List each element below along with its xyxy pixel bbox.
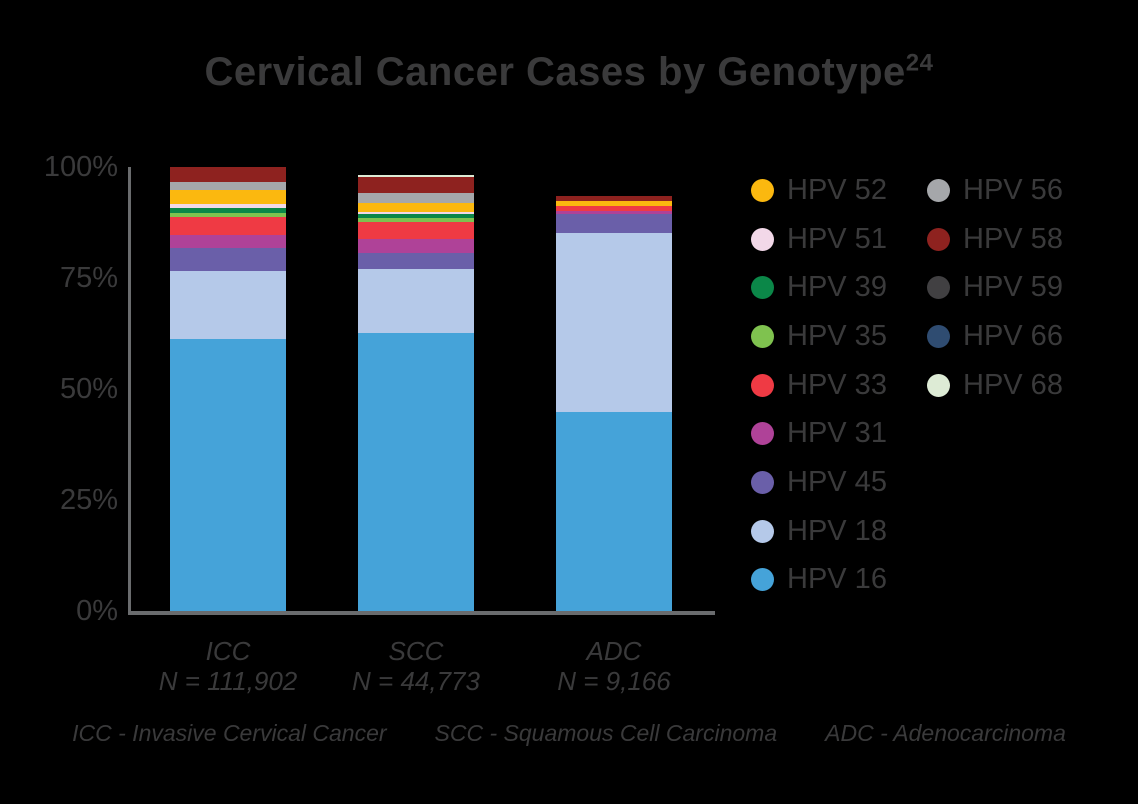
bar-segment-icc-hpv-51 bbox=[170, 203, 286, 208]
bar-segment-adc-hpv-33 bbox=[556, 206, 672, 211]
legend-item-hpv-39: HPV 39 bbox=[751, 263, 927, 312]
bar-segment-adc-hpv-16 bbox=[556, 412, 672, 611]
legend-color-dot-icon bbox=[751, 324, 774, 348]
legend-color-dot-icon bbox=[751, 422, 774, 446]
bar-segment-scc-hpv-68 bbox=[358, 174, 474, 177]
y-tick-label: 0% bbox=[76, 595, 118, 627]
legend-label: HPV 66 bbox=[963, 319, 1063, 352]
legend-item-hpv-51: HPV 51 bbox=[751, 215, 927, 264]
legend-color-dot-icon bbox=[927, 276, 950, 300]
legend-label: HPV 56 bbox=[963, 173, 1063, 206]
bar-segment-icc-hpv-31 bbox=[170, 234, 286, 248]
bar-segment-scc-hpv-45 bbox=[358, 253, 474, 270]
legend-color-dot-icon bbox=[927, 227, 950, 251]
bar-segment-icc-hpv-35 bbox=[170, 212, 286, 217]
bar-segment-adc-hpv-31 bbox=[556, 211, 672, 215]
legend-color-dot-icon bbox=[751, 373, 774, 397]
bar-segment-adc-hpv-45 bbox=[556, 214, 672, 234]
legend-item-hpv-31: HPV 31 bbox=[751, 409, 927, 458]
category-name: ADC bbox=[586, 636, 642, 666]
category-name: ICC bbox=[205, 636, 251, 666]
legend-color-dot-icon bbox=[751, 227, 774, 251]
bar-segment-scc-hpv-51 bbox=[358, 211, 474, 215]
bar-segment-icc-hpv-18 bbox=[170, 270, 286, 339]
bar-segment-icc-hpv-56 bbox=[170, 181, 286, 190]
bar-segment-scc-hpv-18 bbox=[358, 269, 474, 334]
bar-segment-adc-hpv-58 bbox=[556, 196, 672, 202]
legend-label: HPV 68 bbox=[963, 368, 1063, 401]
legend-item-hpv-18: HPV 18 bbox=[751, 507, 927, 556]
legend-item-hpv-68: HPV 68 bbox=[927, 361, 1103, 410]
legend-label: HPV 45 bbox=[787, 465, 887, 498]
legend-label: HPV 16 bbox=[787, 563, 887, 596]
bar-segment-icc-hpv-52 bbox=[170, 189, 286, 204]
bar-segment-icc-hpv-33 bbox=[170, 216, 286, 235]
bar-segment-scc-hpv-56 bbox=[358, 192, 474, 204]
bar-scc bbox=[358, 174, 474, 611]
legend-item-hpv-16: HPV 16 bbox=[751, 556, 927, 605]
legend-color-dot-icon bbox=[751, 470, 774, 494]
category-n-count: N = 9,166 bbox=[557, 666, 671, 696]
y-tick-label: 75% bbox=[59, 262, 118, 294]
footnote-abbreviation: ICC - Invasive Cervical Cancer bbox=[72, 720, 387, 746]
bar-segment-scc-hpv-33 bbox=[358, 222, 474, 239]
legend-item-hpv-45: HPV 45 bbox=[751, 458, 927, 507]
bar-segment-scc-hpv-58 bbox=[358, 176, 474, 193]
y-tick-label: 50% bbox=[59, 373, 118, 405]
legend-color-dot-icon bbox=[751, 568, 774, 592]
legend-label: HPV 18 bbox=[787, 514, 887, 547]
bar-adc bbox=[556, 196, 672, 611]
legend-color-dot-icon bbox=[751, 519, 774, 543]
legend-color-dot-icon bbox=[927, 324, 950, 348]
x-label-adc: ADC N = 9,166 bbox=[504, 636, 724, 696]
legend-color-dot-icon bbox=[927, 178, 950, 202]
x-label-scc: SCC N = 44,773 bbox=[306, 636, 526, 696]
bar-segment-adc-hpv-52 bbox=[556, 201, 672, 207]
legend-label: HPV 58 bbox=[963, 222, 1063, 255]
legend-label: HPV 33 bbox=[787, 368, 887, 401]
legend-label: HPV 59 bbox=[963, 271, 1063, 304]
bar-segment-icc-hpv-39 bbox=[170, 207, 286, 213]
bar-segment-scc-hpv-35 bbox=[358, 217, 474, 223]
legend-item-hpv-52: HPV 52 bbox=[751, 166, 927, 215]
legend-label: HPV 31 bbox=[787, 417, 887, 450]
category-name: SCC bbox=[388, 636, 444, 666]
legend-item-hpv-66: HPV 66 bbox=[927, 312, 1103, 361]
y-tick-label: 100% bbox=[43, 151, 118, 183]
bar-segment-scc-hpv-31 bbox=[358, 238, 474, 254]
chart-title: Cervical Cancer Cases by Genotype24 bbox=[0, 50, 1138, 95]
chart-title-superscript: 24 bbox=[905, 49, 934, 77]
legend-item-hpv-56: HPV 56 bbox=[927, 166, 1103, 215]
legend-item-hpv-58: HPV 58 bbox=[927, 215, 1103, 264]
footnote-abbreviation: ADC - Adenocarcinoma bbox=[825, 720, 1066, 746]
legend-label: HPV 51 bbox=[787, 222, 887, 255]
bar-icc bbox=[170, 167, 286, 611]
bar-segment-scc-hpv-39 bbox=[358, 214, 474, 218]
legend: HPV 52 HPV 51 HPV 39 HPV 35 HPV 33 HPV 31 HPV … bbox=[751, 166, 1103, 604]
bar-segment-icc-hpv-16 bbox=[170, 338, 286, 611]
legend-label: HPV 35 bbox=[787, 319, 887, 352]
x-axis-line bbox=[128, 611, 715, 615]
bar-segment-icc-hpv-45 bbox=[170, 247, 286, 271]
bar-segment-adc-hpv-18 bbox=[556, 233, 672, 413]
legend-color-dot-icon bbox=[927, 373, 950, 397]
bar-segment-scc-hpv-52 bbox=[358, 203, 474, 212]
legend-label: HPV 39 bbox=[787, 271, 887, 304]
legend-label: HPV 52 bbox=[787, 173, 887, 206]
legend-color-dot-icon bbox=[751, 276, 774, 300]
category-n-count: N = 111,902 bbox=[158, 666, 298, 696]
x-label-icc: ICC N = 111,902 bbox=[118, 636, 338, 696]
legend-item-hpv-35: HPV 35 bbox=[751, 312, 927, 361]
chart-title-text: Cervical Cancer Cases by Genotype bbox=[204, 50, 906, 94]
legend-item-hpv-33: HPV 33 bbox=[751, 361, 927, 410]
y-axis-line bbox=[128, 167, 131, 614]
category-n-count: N = 44,773 bbox=[352, 666, 480, 696]
y-tick-label: 25% bbox=[59, 484, 118, 516]
legend-color-dot-icon bbox=[751, 178, 774, 202]
footnote-abbreviation: SCC - Squamous Cell Carcinoma bbox=[434, 720, 778, 746]
bar-segment-icc-hpv-58 bbox=[170, 167, 286, 182]
footnotes: ICC - Invasive Cervical Cancer SCC - Squa… bbox=[0, 720, 1138, 747]
bar-segment-scc-hpv-16 bbox=[358, 333, 474, 611]
legend-item-hpv-59: HPV 59 bbox=[927, 263, 1103, 312]
